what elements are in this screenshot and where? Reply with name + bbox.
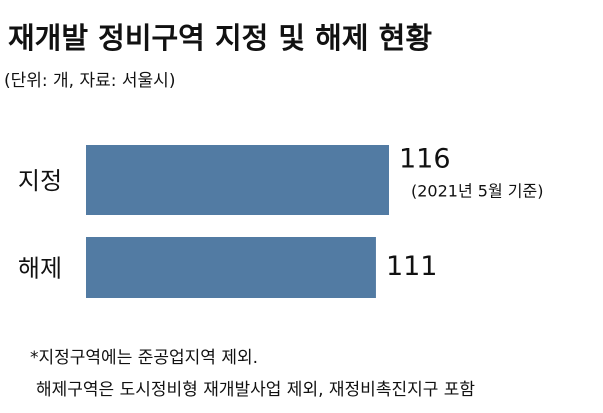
- annotation: (2021년 5월 기준): [411, 182, 543, 201]
- category-label: 지정: [18, 167, 62, 195]
- bar: [86, 145, 389, 215]
- bar: [86, 237, 376, 298]
- chart-title: 재개발 정비구역 지정 및 해제 현황: [8, 21, 432, 55]
- value-label: 111: [386, 251, 438, 282]
- chart-subtitle: (단위: 개, 자료: 서울시): [4, 71, 175, 91]
- footnote: *지정구역에는 준공업지역 제외.: [30, 348, 258, 368]
- footnote: 해제구역은 도시정비형 재개발사업 제외, 재정비촉진지구 포함: [36, 380, 475, 400]
- value-label: 116: [399, 144, 451, 175]
- category-label: 해제: [18, 255, 62, 283]
